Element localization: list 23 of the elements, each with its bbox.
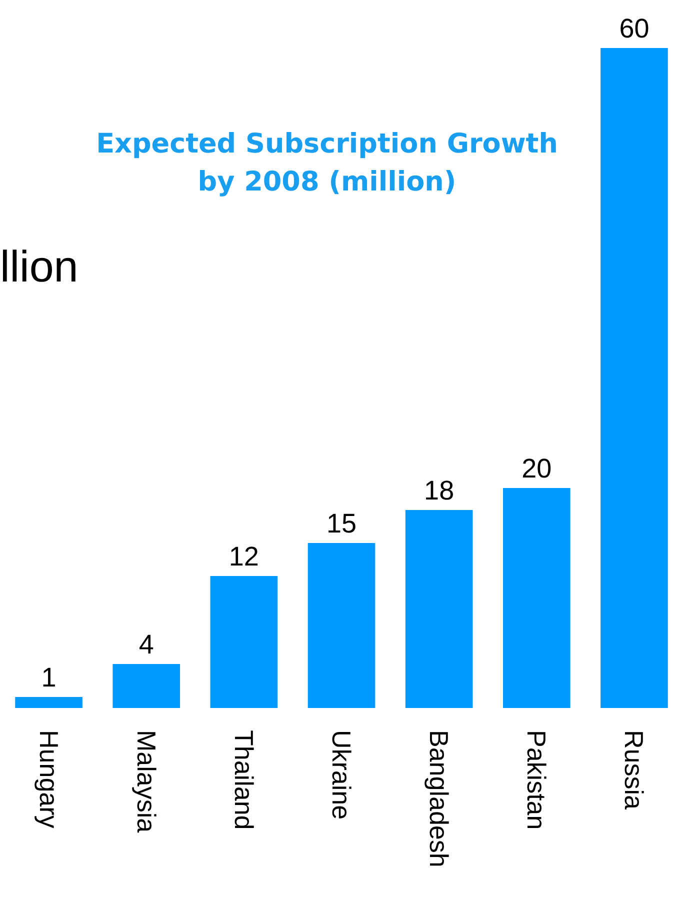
x-tick-label: Hungary	[34, 730, 64, 828]
bar	[210, 576, 278, 708]
data-label: 20	[522, 454, 552, 484]
annotation: llion	[0, 242, 78, 292]
bar	[502, 488, 570, 708]
bar	[308, 543, 376, 708]
x-tick-label: Thailand	[228, 730, 259, 830]
bar	[15, 697, 82, 708]
x-tick-label: Bangladesh	[424, 730, 454, 868]
data-label: 15	[326, 508, 357, 538]
data-label: 12	[228, 542, 259, 572]
data-label: 1	[41, 662, 56, 692]
data-label: 60	[619, 14, 650, 44]
x-tick-label: Ukraine	[326, 730, 356, 820]
x-tick-label: Malaysia	[131, 730, 162, 834]
text: Expected Subscription Growth by 2008 (million)	[96, 128, 558, 198]
bar	[112, 664, 180, 708]
data-label: 18	[424, 476, 454, 506]
x-tick-label: Russia	[619, 730, 650, 810]
bar	[405, 510, 473, 708]
bar	[600, 48, 668, 708]
data-label: 4	[138, 630, 154, 660]
x-tick-label: Pakistan	[522, 730, 552, 830]
